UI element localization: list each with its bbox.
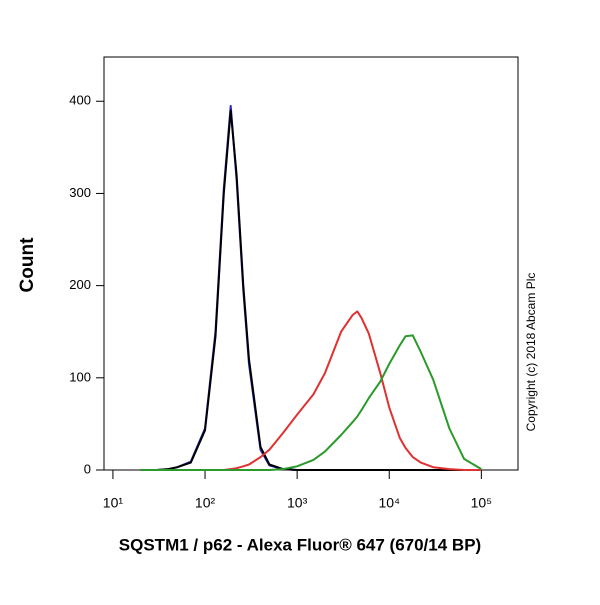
x-tick-label: 10¹ xyxy=(103,495,124,511)
histogram-line xyxy=(140,109,482,471)
x-tick-label: 10³ xyxy=(287,495,308,511)
y-tick-label: 300 xyxy=(69,185,91,200)
y-tick-label: 400 xyxy=(69,93,91,108)
histogram-line xyxy=(140,310,482,471)
y-tick-label: 200 xyxy=(69,277,91,292)
x-axis-label: SQSTM1 / p62 - Alexa Fluor® 647 (670/14 … xyxy=(119,535,481,554)
x-tick-label: 10⁴ xyxy=(378,495,400,511)
x-tick-label: 10² xyxy=(195,495,216,511)
copyright: Copyright (c) 2018 Abcam Plc xyxy=(524,273,538,432)
histogram-line xyxy=(140,104,482,471)
y-axis-label: Count xyxy=(17,237,38,293)
y-tick-label: 0 xyxy=(84,461,91,476)
plot-frame xyxy=(103,56,519,471)
y-tick-label: 100 xyxy=(69,369,91,384)
x-tick-label: 10⁵ xyxy=(471,495,492,511)
histogram-line xyxy=(140,334,482,471)
